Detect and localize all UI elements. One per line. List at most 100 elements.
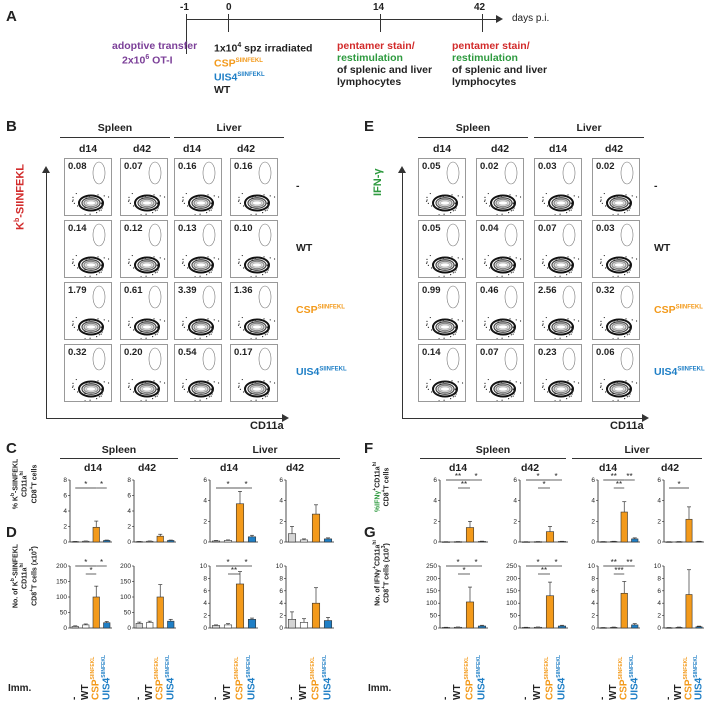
event-dot: [145, 399, 147, 401]
event-dot: [512, 327, 514, 329]
event-dot: [554, 400, 556, 401]
event-dot: [182, 320, 184, 322]
event-dot: [100, 265, 102, 267]
event-dot: [513, 269, 515, 271]
event-dot: [128, 385, 130, 387]
event-dot: [570, 265, 572, 267]
event-dot: [198, 381, 200, 383]
bar: [211, 625, 221, 629]
event-dot: [514, 204, 516, 206]
header-rule: [60, 137, 170, 138]
x-axis-label: CD11a: [610, 420, 644, 432]
event-dot: [550, 206, 552, 208]
x-category-label: CSPSIINFEKL: [618, 656, 630, 700]
event-dot: [107, 320, 110, 322]
event-dot: [628, 395, 630, 397]
event-dot: [484, 258, 486, 260]
event-dot: [72, 382, 74, 384]
event-dot: [572, 204, 574, 206]
event-dot: [561, 194, 563, 196]
event-dot: [561, 380, 563, 382]
bar: [695, 626, 703, 629]
event-dot: [630, 390, 632, 392]
event-dot: [497, 197, 499, 199]
event-dot: [191, 268, 193, 271]
event-dot: [612, 400, 614, 401]
y-tick-label: 0: [513, 539, 517, 546]
contour-ring: [613, 200, 625, 206]
event-dot: [242, 391, 245, 393]
flow-plot: 0.13: [174, 220, 222, 278]
contour-ring: [553, 198, 569, 208]
event-dot: [185, 378, 187, 381]
event-dot: [182, 199, 184, 201]
x-category-label: WT: [298, 684, 309, 700]
panel-label-e: E: [364, 118, 375, 135]
event-dot: [210, 271, 212, 273]
x-category-label: UIS4SIINFEKL: [693, 654, 705, 700]
event-dot: [624, 398, 626, 400]
contour-ring: [439, 324, 451, 330]
flow-plot: 0.02: [476, 158, 524, 216]
contour-ring: [613, 386, 625, 392]
event-dot: [624, 274, 626, 276]
event-dot: [141, 383, 143, 385]
event-dot: [207, 318, 209, 320]
contour-ring: [439, 386, 451, 392]
sig-star: *: [244, 558, 247, 567]
event-dot: [102, 204, 104, 206]
event-dot: [609, 392, 611, 395]
flow-plot: 0.16: [174, 158, 222, 216]
contour-ring: [497, 262, 509, 268]
header-rule: [418, 137, 528, 138]
y-tick-label: 6: [433, 477, 437, 484]
contour-ring: [193, 322, 209, 332]
event-dot: [452, 396, 454, 398]
event-dot: [131, 316, 133, 319]
event-dot: [157, 393, 159, 395]
event-dot: [543, 264, 545, 266]
gate-ellipse: [620, 347, 634, 371]
event-dot: [206, 274, 208, 276]
event-dot: [140, 338, 142, 339]
event-dot: [190, 392, 192, 394]
event-dot: [429, 378, 431, 381]
event-dot: [128, 320, 130, 322]
event-dot: [198, 195, 200, 197]
event-dot: [137, 392, 139, 395]
contour-ring: [493, 197, 513, 209]
event-dot: [149, 318, 151, 320]
event-dot: [485, 388, 487, 390]
sig-star: *: [542, 480, 545, 489]
event-dot: [568, 334, 570, 336]
event-dot: [89, 275, 91, 277]
event-dot: [630, 266, 632, 268]
event-dot: [447, 256, 449, 258]
gate-ellipse: [446, 347, 460, 371]
event-dot: [609, 206, 611, 209]
header-spleen: Spleen: [455, 122, 491, 134]
y-tick-label: 10: [654, 563, 662, 570]
x-category-label: -: [440, 696, 451, 700]
event-dot: [599, 386, 602, 388]
event-dot: [145, 275, 147, 277]
event-dot: [542, 199, 544, 201]
event-dot: [156, 203, 158, 205]
event-dot: [454, 209, 456, 211]
event-dot: [156, 389, 158, 391]
event-dot: [210, 265, 212, 267]
event-dot: [563, 318, 565, 320]
event-dot: [435, 330, 437, 333]
density-contour: [599, 347, 638, 401]
event-dot: [631, 257, 633, 259]
event-dot: [617, 337, 619, 339]
event-dot: [182, 385, 184, 387]
y-tick-label: 200: [426, 575, 437, 582]
event-dot: [484, 199, 486, 201]
event-dot: [545, 378, 547, 381]
y-tick-label: 2: [591, 518, 595, 525]
event-dot: [210, 327, 212, 329]
event-dot: [107, 258, 110, 260]
step-adoptive-transfer: adoptive transfer 2x106 OT-I: [112, 40, 198, 67]
